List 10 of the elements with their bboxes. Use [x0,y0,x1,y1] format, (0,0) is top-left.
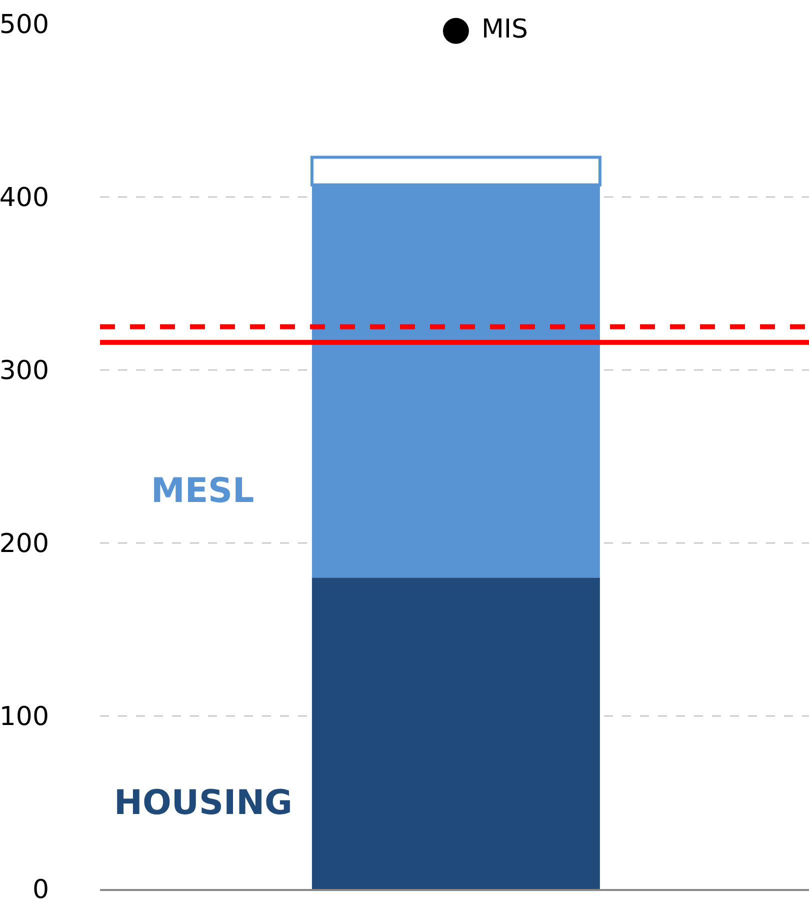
y-tick-label: 0 [32,875,49,906]
series-label: MIS [473,14,528,44]
y-tick-label: 300 [0,356,49,386]
series-label: MESL [151,471,254,511]
y-tick-label: 400 [0,183,49,214]
series-label: HOUSING [114,783,292,823]
y-tick-label: 500 [0,10,49,40]
bar [312,578,600,889]
y-tick-label: 100 [0,702,49,732]
y-tick-label: 200 [0,529,49,560]
